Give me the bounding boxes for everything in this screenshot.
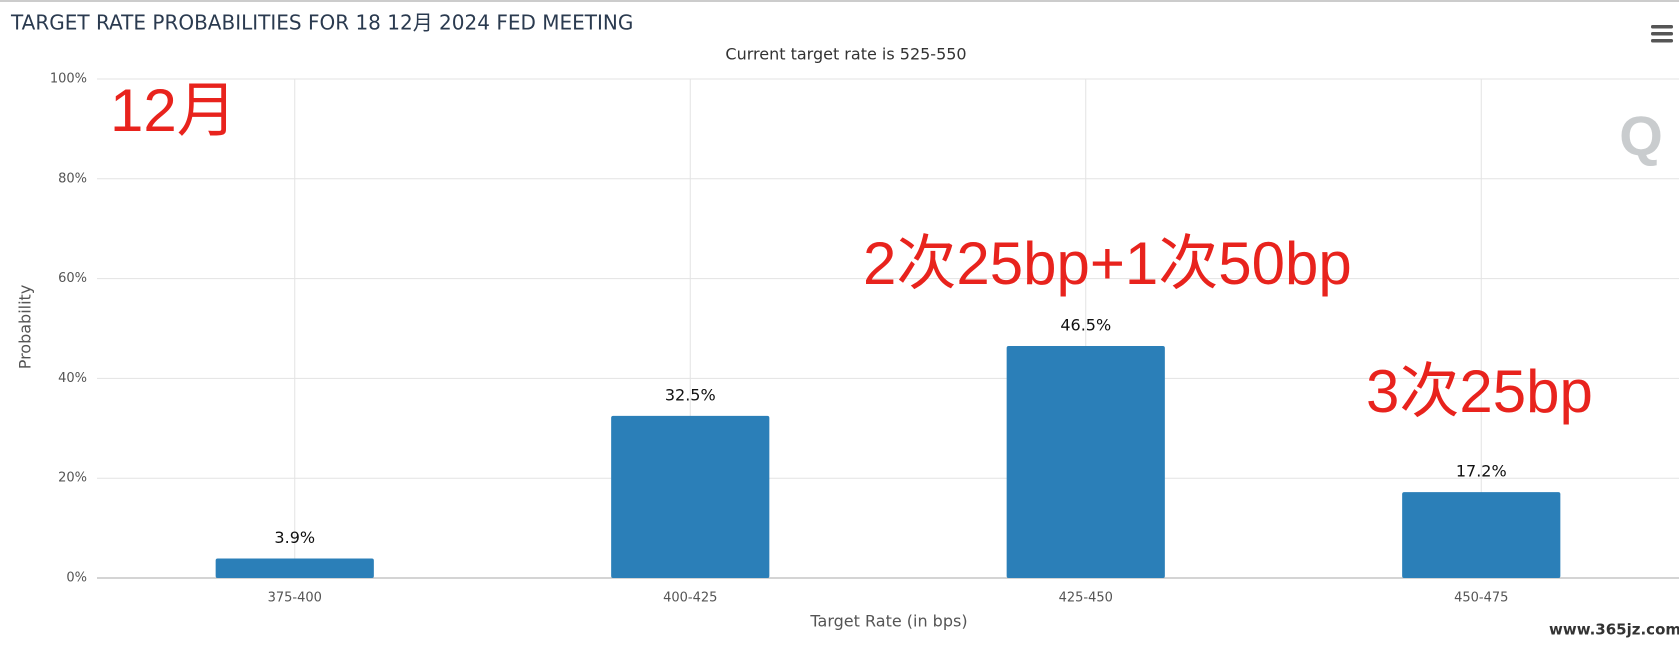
x-axis-label: Target Rate (in bps) — [809, 612, 967, 631]
y-tick-label: 20% — [58, 471, 87, 486]
x-tick-label: 450-475 — [1454, 591, 1508, 606]
menu-bar[interactable] — [1651, 25, 1673, 29]
y-tick-label: 40% — [58, 371, 87, 386]
x-tick-label: 425-450 — [1059, 591, 1113, 606]
bar — [611, 415, 770, 578]
y-tick-label: 60% — [58, 271, 87, 286]
y-axis-label: Probability — [16, 285, 35, 370]
value-label: 32.5% — [665, 385, 716, 404]
bar — [215, 558, 374, 578]
watermark: www.365jz.com — [1549, 621, 1679, 639]
bar — [1006, 345, 1165, 578]
logo: Q — [1619, 104, 1663, 167]
annotation: 3次25bp — [1366, 358, 1593, 425]
value-label: 46.5% — [1060, 315, 1111, 334]
annotation: 2次25bp+1次50bp — [863, 230, 1352, 297]
annotation: 12月 — [110, 77, 237, 144]
chart-title: TARGET RATE PROBABILITIES FOR 18 12月 202… — [10, 11, 633, 35]
y-tick-label: 0% — [66, 571, 87, 586]
x-tick-label: 375-400 — [268, 591, 322, 606]
x-tick-label: 400-425 — [663, 591, 717, 606]
bar — [1402, 492, 1561, 578]
value-label: 3.9% — [274, 528, 315, 547]
y-tick-label: 80% — [58, 171, 87, 186]
value-label: 17.2% — [1456, 462, 1507, 481]
menu-bar[interactable] — [1651, 32, 1673, 36]
chart-subtitle: Current target rate is 525-550 — [725, 45, 966, 64]
menu-bar[interactable] — [1651, 39, 1673, 43]
y-tick-label: 100% — [50, 72, 87, 87]
menu-icon[interactable] — [1651, 25, 1673, 43]
